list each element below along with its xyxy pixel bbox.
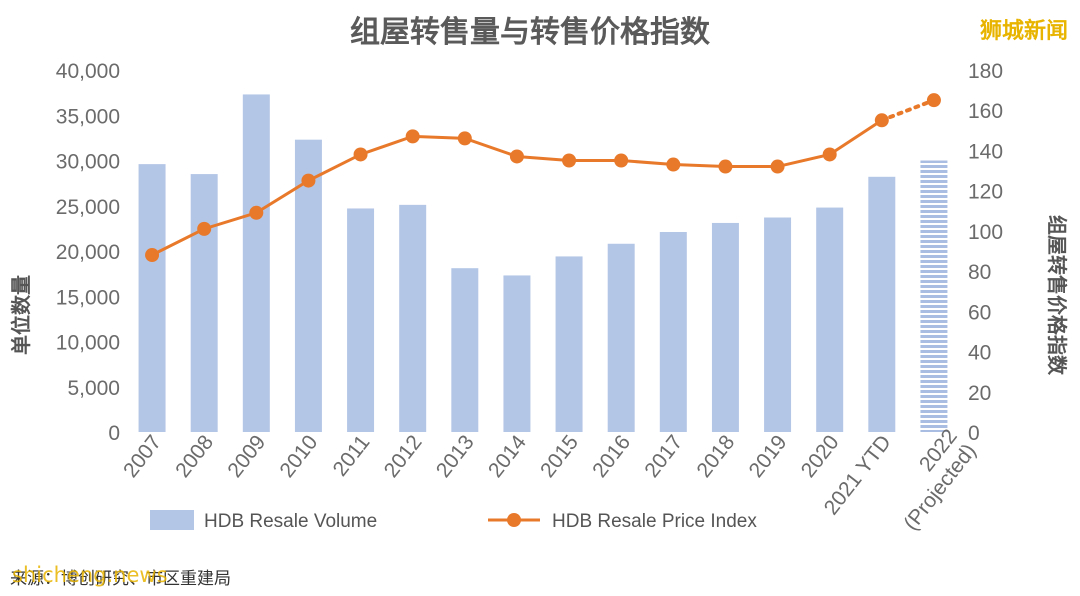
x-tick-label: 2015 — [536, 431, 583, 482]
legend-label-line: HDB Resale Price Index — [552, 511, 757, 532]
y-right-tick-label: 20 — [968, 382, 991, 405]
y-right-tick-label: 140 — [968, 140, 1003, 163]
bar — [659, 231, 687, 432]
bar — [555, 256, 583, 432]
line-point — [457, 131, 472, 146]
bar — [868, 176, 896, 432]
line-point — [822, 147, 837, 162]
bar-series — [138, 94, 948, 432]
x-tick-label-line: 2019 — [745, 431, 792, 482]
x-tick-label: 2018 — [692, 431, 739, 482]
x-tick-label-line: 2007 — [119, 431, 166, 482]
x-tick-label: 2011 — [329, 431, 375, 481]
bar — [711, 222, 739, 432]
x-tick-label-line: 2018 — [692, 431, 739, 482]
legend-swatch-marker — [507, 513, 521, 527]
x-tick-label-line: 2015 — [536, 431, 583, 482]
line-point — [197, 221, 212, 236]
x-tick-label: 2020 — [797, 431, 844, 482]
line-series — [145, 93, 941, 263]
bar-projected — [920, 160, 948, 432]
y-left-tick-label: 15,000 — [56, 286, 120, 309]
y-right-tick-label: 120 — [968, 181, 1003, 204]
bar — [242, 94, 270, 432]
x-tick-label: 2010 — [275, 431, 322, 482]
y-right-tick-label: 160 — [968, 100, 1003, 123]
x-tick-label-line: 2013 — [432, 431, 479, 482]
x-tick-label: 2016 — [588, 431, 635, 482]
x-tick-label-line: 2014 — [484, 431, 531, 482]
line-point — [666, 157, 681, 172]
y-right-tick-label: 60 — [968, 301, 991, 324]
x-tick-label-line: 2011 — [329, 431, 375, 481]
bar — [607, 243, 635, 432]
line-point — [874, 113, 889, 128]
x-tick-label: 2007 — [119, 431, 166, 482]
line-path-projected — [879, 98, 936, 123]
legend: HDB Resale Volume HDB Resale Price Index — [150, 510, 757, 532]
bar — [503, 275, 531, 432]
line-point — [353, 147, 368, 162]
line-point — [509, 149, 524, 164]
x-tick-label-line: 2016 — [588, 431, 635, 482]
legend-label-bar: HDB Resale Volume — [204, 511, 377, 532]
watermark-brand: 狮城新闻 — [980, 18, 1068, 44]
y-left-tick-label: 20,000 — [56, 241, 120, 264]
bar — [399, 204, 427, 432]
line-point — [405, 129, 420, 144]
line-point — [718, 159, 733, 174]
y-left-tick-label: 25,000 — [56, 196, 120, 219]
legend-swatch-bar — [150, 510, 194, 530]
y-right-tick-label: 80 — [968, 261, 991, 284]
bar — [190, 174, 218, 432]
x-tick-label: 2022(Projected) — [881, 425, 981, 535]
line-point — [249, 205, 264, 220]
x-tick-label: 2013 — [432, 431, 479, 482]
x-tick-label: 2008 — [171, 431, 218, 482]
watermark-site: shicheng.news — [12, 563, 168, 587]
y-right-tick-label: 0 — [968, 422, 980, 445]
y-right-tick-label: 180 — [968, 60, 1003, 83]
x-tick-label: 2012 — [380, 431, 427, 482]
y-left-tick-label: 5,000 — [67, 377, 120, 400]
source-note: 来源：博创研究、市区重建局 — [10, 569, 231, 589]
line-point — [770, 159, 785, 174]
line-point — [614, 153, 629, 168]
x-tick-label: 2019 — [745, 431, 792, 482]
y-left-tick-label: 30,000 — [56, 151, 120, 174]
y-right-axis: 0 20 40 60 80 100 120 140 160 180 — [968, 60, 1003, 445]
x-tick-label: 2009 — [223, 431, 270, 482]
x-tick-label-line: 2010 — [275, 431, 322, 482]
y-left-axis-label: 单位数量 — [9, 275, 33, 355]
x-tick-label: 2014 — [484, 431, 531, 482]
line-point — [562, 153, 577, 168]
bar — [816, 207, 844, 432]
x-tick-label: 2017 — [640, 431, 687, 482]
chart-title: 组屋转售量与转售价格指数 — [350, 15, 711, 50]
bar — [764, 217, 792, 432]
y-right-tick-label: 40 — [968, 342, 991, 365]
y-left-tick-label: 35,000 — [56, 105, 120, 128]
x-tick-label-line: 2017 — [640, 431, 687, 482]
line-point-projected — [926, 93, 941, 108]
x-tick-label-line: 2020 — [797, 431, 844, 482]
line-point — [145, 248, 160, 263]
x-tick-label-line: 2012 — [380, 431, 427, 482]
bar — [451, 268, 479, 432]
y-right-axis-label: 组屋转售价格指数 — [1045, 215, 1069, 376]
y-right-tick-label: 100 — [968, 221, 1003, 244]
x-tick-label-line: 2008 — [171, 431, 218, 482]
bar — [294, 139, 322, 432]
bar — [138, 164, 166, 432]
y-left-tick-label: 10,000 — [56, 332, 120, 355]
y-left-axis: 0 5,000 10,000 15,000 20,000 25,000 30,000 35,0… — [56, 60, 120, 445]
y-left-tick-label: 0 — [108, 422, 120, 445]
line-point — [301, 173, 316, 188]
y-left-tick-label: 40,000 — [56, 60, 120, 83]
bar — [347, 208, 375, 432]
x-tick-label-line: 2009 — [223, 431, 270, 482]
